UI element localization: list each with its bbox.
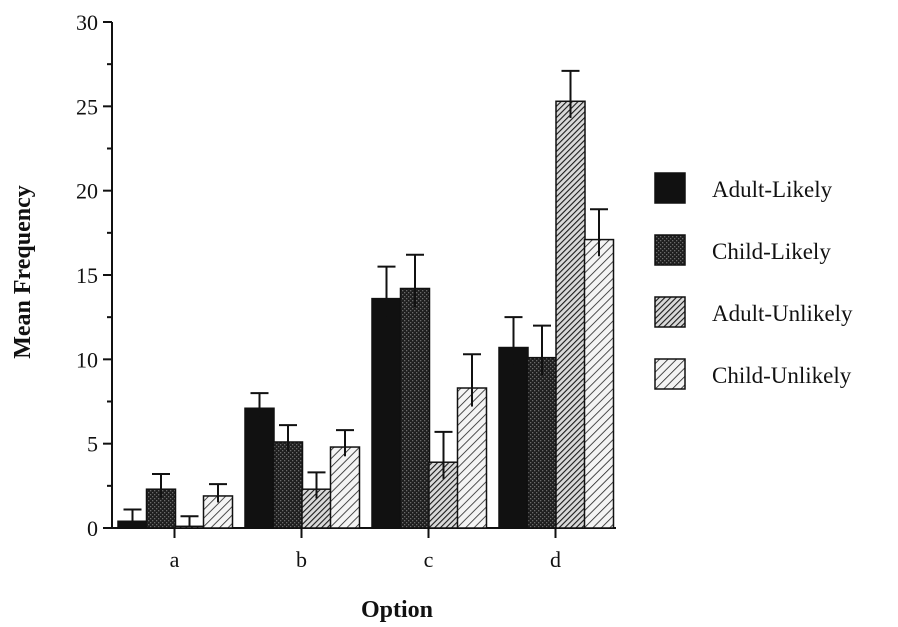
error-bar-adult-unlikely-b	[307, 471, 326, 499]
bar-child-likely-d	[526, 356, 558, 529]
error-bar-child-unlikely-d	[590, 208, 608, 257]
y-tick-label: 30	[76, 10, 98, 35]
error-bar-child-unlikely-b	[336, 429, 354, 457]
y-tick-label: 25	[76, 94, 98, 119]
error-bar-adult-unlikely-c	[434, 430, 453, 479]
legend: Adult-Likely Child-Likely Adult-Unlikely Ch…	[654, 172, 853, 390]
bar-adult-likely-c	[371, 297, 402, 529]
bar-adult-likely-d	[498, 346, 529, 529]
bars-group	[117, 100, 615, 529]
error-bar-child-likely-c	[406, 253, 424, 308]
bar-child-unlikely-b	[329, 446, 361, 529]
error-bar-adult-likely-b	[250, 392, 269, 417]
bar-adult-likely-b	[244, 407, 275, 529]
legend-swatch	[654, 172, 686, 204]
y-tick-label: 20	[76, 179, 98, 204]
legend-label: Child-Unlikely	[712, 363, 852, 388]
legend-item-adult-likely: Adult-Likely	[654, 172, 833, 204]
error-bar-child-unlikely-c	[463, 353, 481, 407]
y-axis-title: Mean Frequency	[10, 185, 36, 359]
x-axis: a b c d	[112, 527, 616, 572]
error-bar-adult-unlikely-d	[561, 69, 580, 118]
error-bar-adult-likely-a	[123, 508, 142, 527]
legend-label: Child-Likely	[712, 239, 831, 264]
error-bar-child-likely-a	[152, 473, 170, 498]
legend-swatch	[654, 234, 686, 266]
y-tick-label: 10	[76, 347, 98, 372]
legend-swatch	[654, 296, 686, 328]
x-axis-title: Option	[361, 597, 433, 623]
error-bar-child-likely-b	[279, 424, 297, 452]
y-axis: 0 5 10 15 20 25 30	[76, 10, 113, 541]
error-bar-adult-likely-d	[504, 316, 523, 365]
legend-label: Adult-Likely	[712, 177, 833, 202]
error-bar-adult-likely-c	[377, 265, 396, 317]
bar-child-likely-b	[272, 441, 304, 529]
y-tick-label: 15	[76, 263, 98, 288]
legend-item-child-unlikely: Child-Unlikely	[654, 358, 852, 390]
bar-child-unlikely-c	[456, 387, 488, 529]
x-tick-label: a	[170, 547, 180, 572]
error-bars-group	[123, 69, 608, 527]
x-tick-label: d	[550, 547, 561, 572]
legend-item-adult-unlikely: Adult-Unlikely	[654, 296, 853, 328]
x-tick-label: c	[424, 547, 434, 572]
y-tick-label: 0	[87, 516, 98, 541]
error-bar-child-likely-d	[533, 324, 551, 376]
error-bar-adult-unlikely-a	[180, 515, 199, 527]
y-tick-label: 5	[87, 432, 98, 457]
legend-label: Adult-Unlikely	[712, 301, 853, 326]
x-tick-label: b	[296, 547, 307, 572]
legend-item-child-likely: Child-Likely	[654, 234, 831, 266]
error-bar-child-unlikely-a	[209, 483, 227, 503]
bar-adult-unlikely-d	[555, 100, 586, 529]
bar-child-unlikely-d	[583, 238, 615, 529]
legend-swatch	[654, 358, 686, 390]
bar-child-likely-c	[399, 287, 431, 529]
